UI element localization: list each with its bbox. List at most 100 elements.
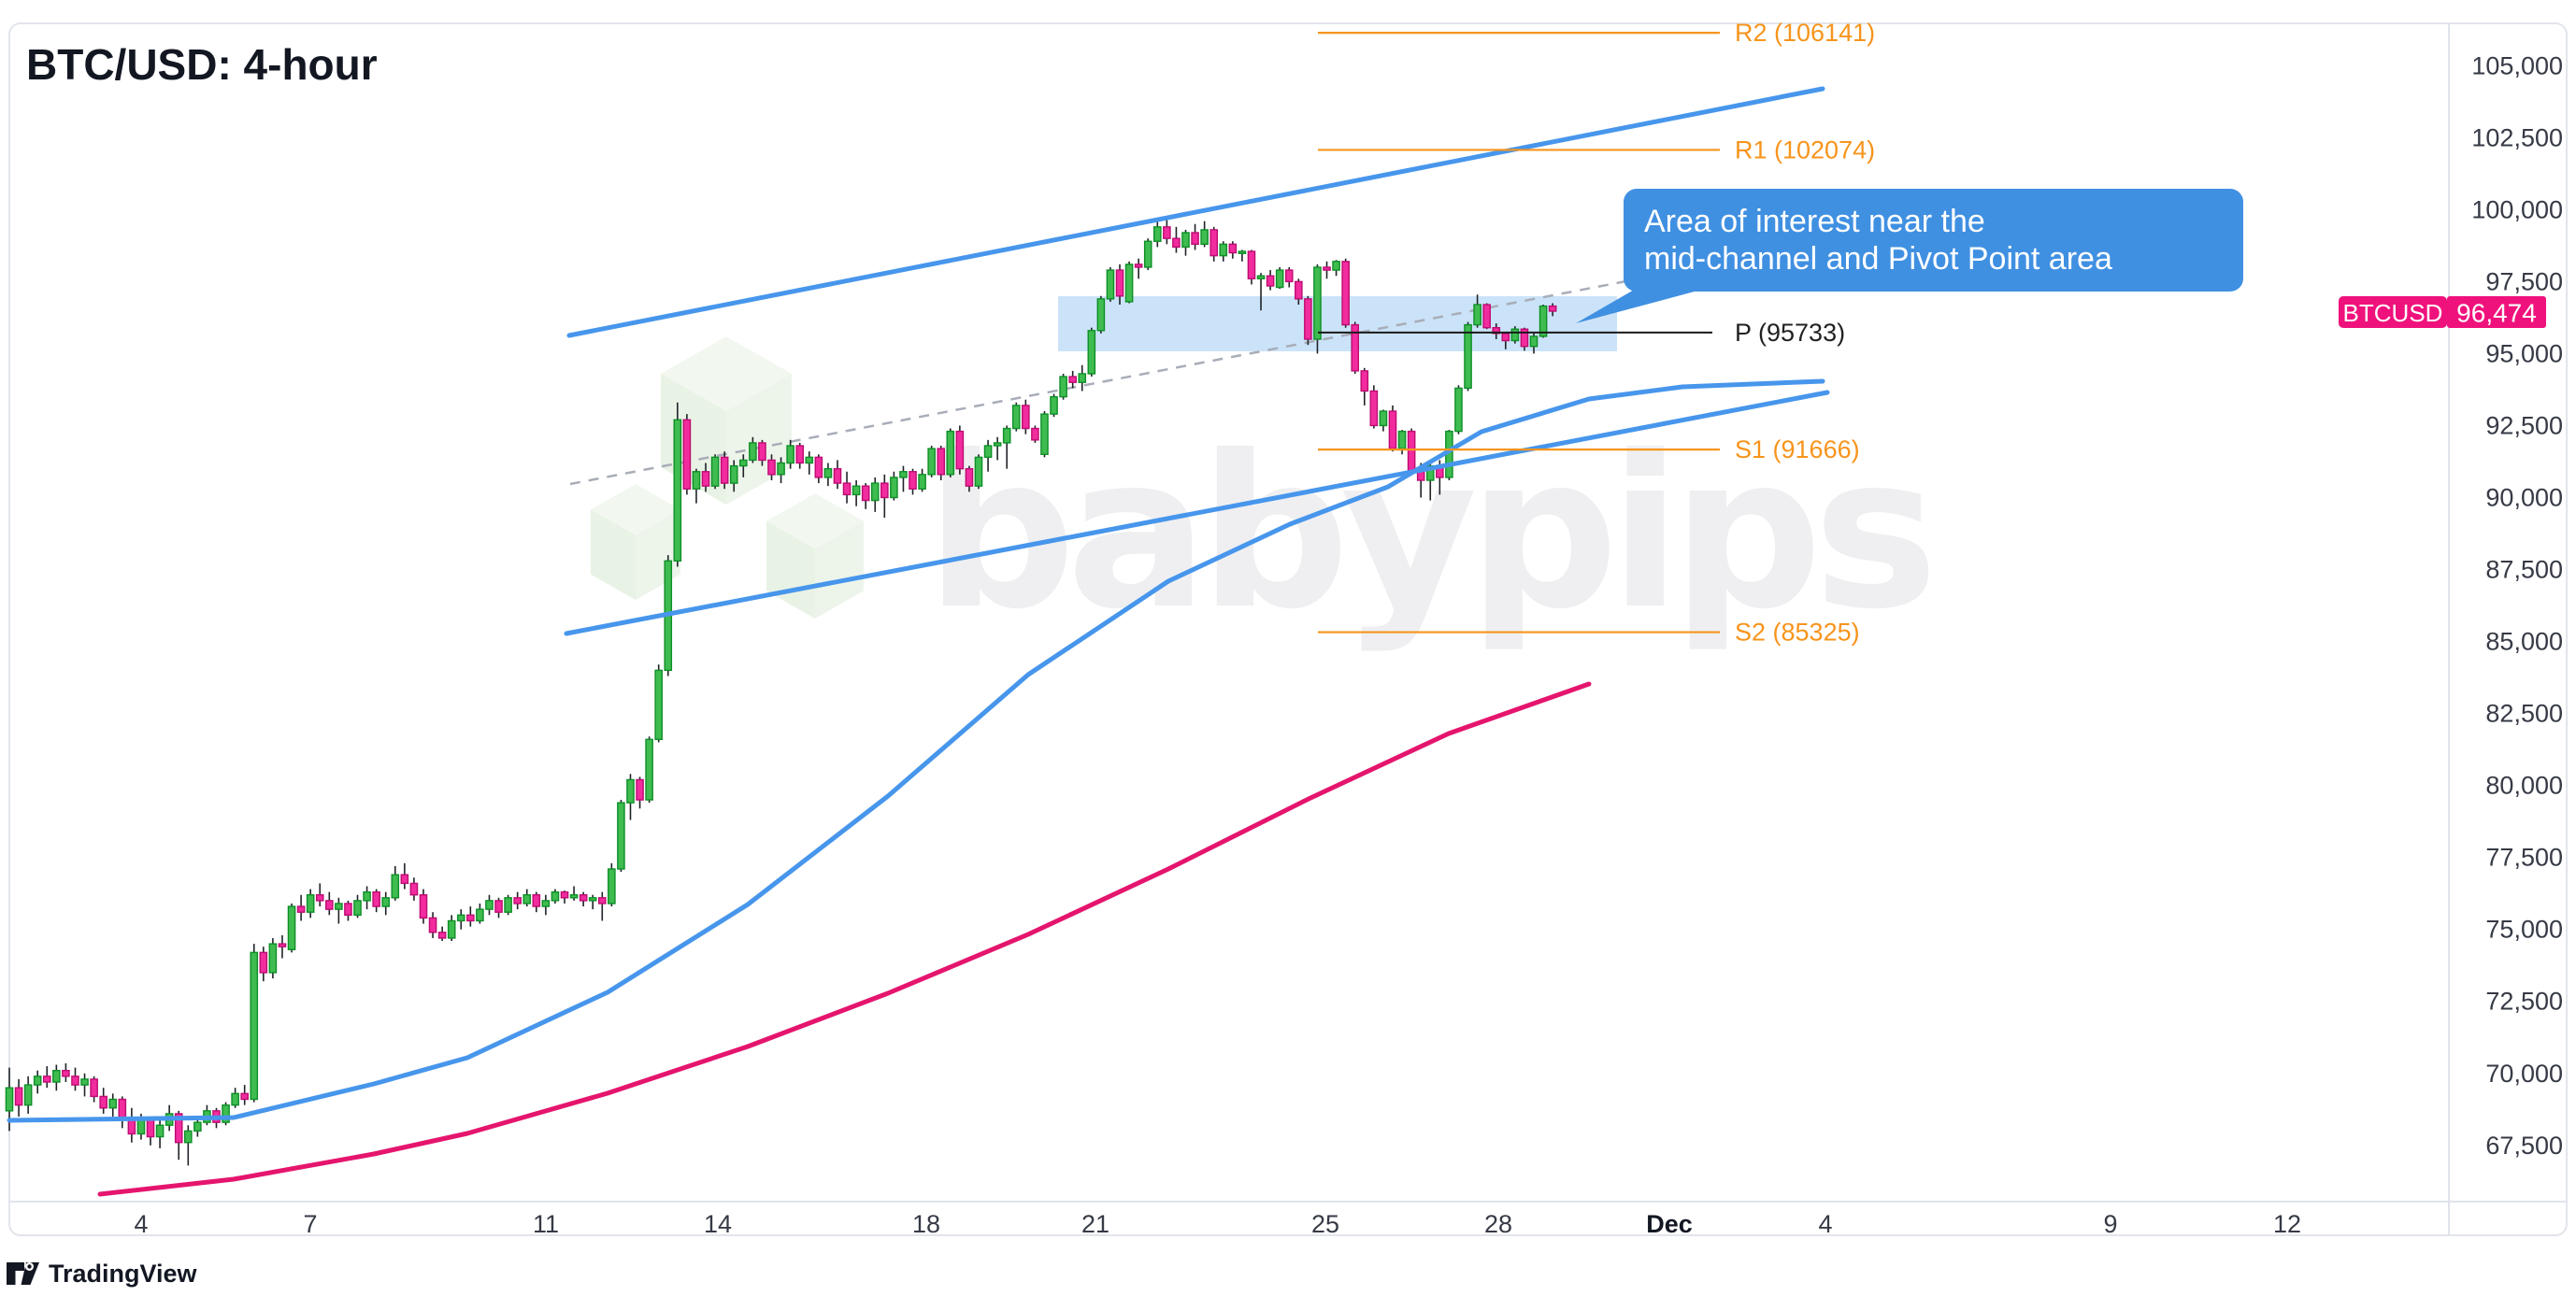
- candle: [344, 900, 352, 921]
- candle-body-down: [1388, 410, 1397, 449]
- candle: [767, 454, 776, 481]
- candle: [1152, 218, 1162, 248]
- candle: [1351, 321, 1360, 374]
- candle-body-up: [1454, 387, 1463, 433]
- candle: [400, 862, 409, 890]
- candle-body-up: [890, 477, 898, 499]
- blue-moving-average: [7, 378, 1825, 1123]
- page-title: BTC/USD: 4-hour: [26, 40, 378, 89]
- tradingview-attribution[interactable]: TradingView: [7, 1252, 197, 1295]
- candle: [551, 889, 560, 904]
- candle: [90, 1075, 98, 1103]
- candle-body-up: [1096, 298, 1106, 332]
- candle-body-down: [466, 914, 475, 922]
- candle-body-up: [1529, 335, 1538, 348]
- price-axis-label: 90,000: [2485, 483, 2563, 511]
- candle: [513, 891, 522, 910]
- candle: [259, 947, 268, 982]
- candle: [749, 436, 757, 463]
- candle: [946, 428, 955, 477]
- candle-body-up: [1397, 430, 1407, 449]
- candle: [428, 912, 437, 938]
- candle-body-down: [720, 456, 729, 484]
- candle-body-down: [597, 897, 607, 904]
- candle-body-up: [1143, 240, 1152, 268]
- candle: [1078, 364, 1087, 392]
- candle-body-down: [90, 1078, 98, 1098]
- candle-body-up: [522, 894, 532, 904]
- candle: [823, 463, 833, 487]
- candle: [1388, 405, 1397, 452]
- candle: [99, 1088, 107, 1114]
- candle: [325, 891, 334, 916]
- candle: [617, 800, 625, 873]
- price-axis-label: 92,500: [2485, 411, 2563, 439]
- candle: [1181, 229, 1190, 256]
- channel-upper-line: [566, 86, 1825, 338]
- candle-body-down: [127, 1118, 136, 1135]
- candle-body-down: [174, 1113, 183, 1144]
- candlestick-series: [5, 217, 1557, 1166]
- candle-body-down: [636, 778, 644, 801]
- candle-body-up: [993, 442, 1002, 447]
- area-of-interest-callout[interactable]: Area of interest near the mid-channel an…: [1624, 189, 2243, 292]
- candle-body-up: [5, 1087, 14, 1112]
- candle-body-up: [927, 448, 936, 476]
- candle-body-up: [1002, 427, 1011, 444]
- candle-body-up: [739, 459, 748, 467]
- candle: [937, 446, 946, 481]
- candle-body-up: [1379, 410, 1388, 427]
- candle-body-down: [701, 471, 710, 487]
- price-axis-label: 105,000: [2471, 51, 2563, 79]
- candle: [437, 926, 447, 942]
- candle-body-down: [118, 1098, 127, 1120]
- candle: [240, 1085, 250, 1105]
- candle: [278, 934, 287, 959]
- candle-body-up: [391, 874, 400, 899]
- candle: [597, 891, 607, 921]
- candle-body-down: [1304, 298, 1312, 340]
- candle-body-down: [1351, 323, 1360, 372]
- price-axis-label: 75,000: [2485, 916, 2563, 944]
- candle-body-up: [1106, 269, 1115, 300]
- candle: [1295, 278, 1303, 306]
- candle-body-down: [1295, 280, 1303, 300]
- candle: [372, 889, 380, 913]
- candle: [419, 889, 428, 924]
- candle-body-down: [1323, 266, 1331, 271]
- time-axis-label: 28: [1484, 1210, 1512, 1238]
- candle-body-up: [1181, 232, 1190, 249]
- candle: [880, 474, 889, 519]
- candle: [1238, 249, 1247, 262]
- candle-body-up: [1332, 261, 1340, 271]
- candle: [1256, 273, 1266, 311]
- candle: [588, 894, 597, 910]
- candle: [1520, 327, 1529, 351]
- candle-body-up: [626, 778, 635, 804]
- candle-body-down: [532, 894, 541, 907]
- candle: [1482, 303, 1491, 330]
- candle-body-down: [1520, 328, 1529, 348]
- candle: [1228, 241, 1238, 259]
- candle: [1247, 249, 1256, 285]
- price-axis-label: 77,500: [2485, 844, 2563, 872]
- candle-body-up: [231, 1092, 239, 1106]
- candle-body-up: [52, 1069, 61, 1083]
- candle-body-up: [287, 905, 296, 950]
- candle-body-down: [814, 456, 823, 478]
- candle-body-up: [1152, 226, 1162, 242]
- price-tag-value: 96,474: [2456, 299, 2537, 328]
- time-axis-label: 12: [2273, 1210, 2301, 1238]
- callout-line-1: Area of interest near the: [1644, 204, 1985, 239]
- candle: [33, 1070, 42, 1094]
- candle: [1407, 428, 1416, 475]
- candle: [1529, 333, 1538, 354]
- candle-body-up: [1087, 330, 1096, 375]
- candle-body-up: [250, 951, 259, 1101]
- candle: [363, 886, 371, 910]
- candle: [682, 414, 692, 495]
- candle-body-down: [428, 917, 437, 933]
- candle-body-up: [729, 464, 738, 484]
- candle: [993, 436, 1002, 461]
